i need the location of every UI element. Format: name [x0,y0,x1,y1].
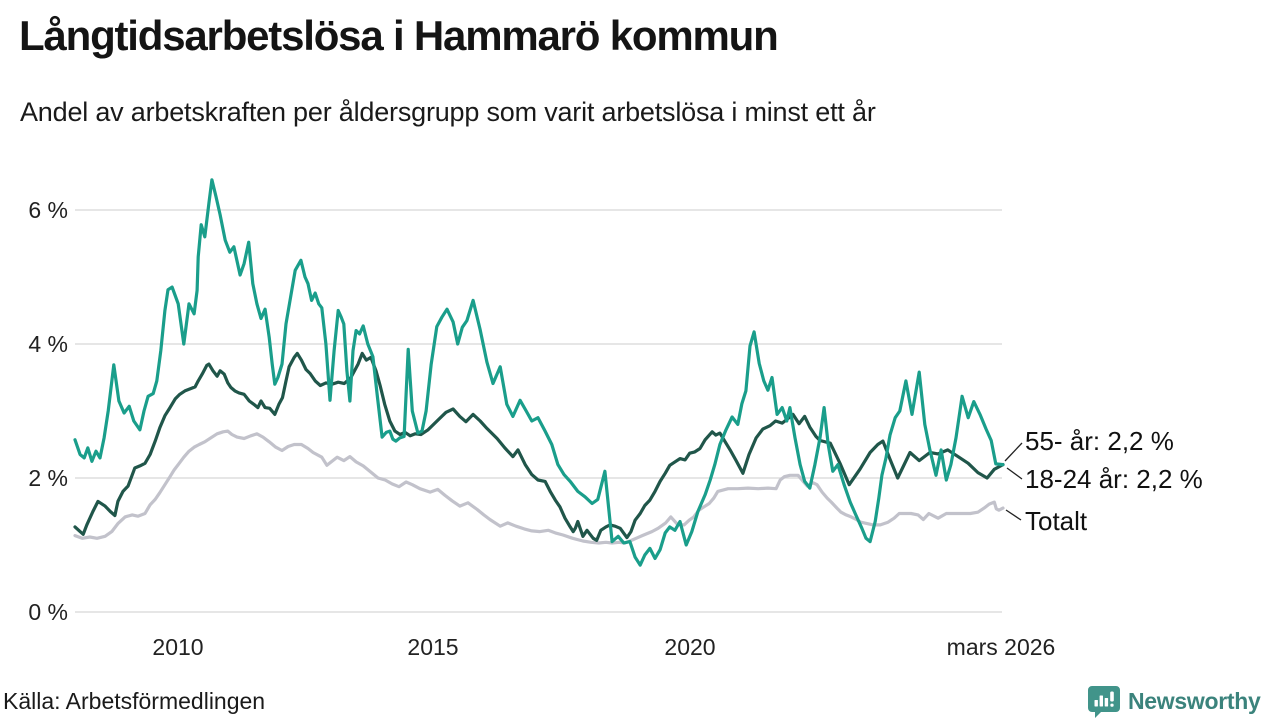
x-axis-tick-2015: 2015 [407,634,459,660]
page-title: Långtidsarbetslösa i Hammarö kommun [19,12,779,59]
newsworthy-logo: Newsworthy [1087,684,1261,718]
y-axis-tick-0: 0 % [28,599,68,625]
x-axis-tick-2020: 2020 [664,634,716,660]
chart-subtitle: Andel av arbetskraften per åldersgrupp s… [20,97,876,127]
y-axis-tick-4: 4 % [28,331,68,357]
source-note: Källa: Arbetsförmedlingen [3,688,266,714]
label-leader-line-2 [1005,509,1022,521]
series-line-55-r [73,351,1005,542]
label-leader-line-1 [1006,467,1023,480]
series-line-18-24-r [73,178,1005,567]
y-axis-tick-2: 2 % [28,465,68,491]
x-axis-tick-mars-2026: mars 2026 [946,634,1056,660]
newsworthy-wordmark: Newsworthy [1128,687,1261,714]
x-axis-tick-2010: 2010 [152,634,204,660]
label-leader-line-0 [1004,442,1023,462]
newsworthy-speech-bubble-bar-chart-icon [1088,685,1120,718]
series-end-label-totalt: Totalt [1025,506,1088,536]
series-end-label-55-ar: 55- år: 2,2 % [1025,426,1174,456]
series-end-label-18-24-ar: 18-24 år: 2,2 % [1025,464,1203,494]
y-axis-tick-6: 6 % [28,197,68,223]
series-line-Totalt [73,429,1005,545]
